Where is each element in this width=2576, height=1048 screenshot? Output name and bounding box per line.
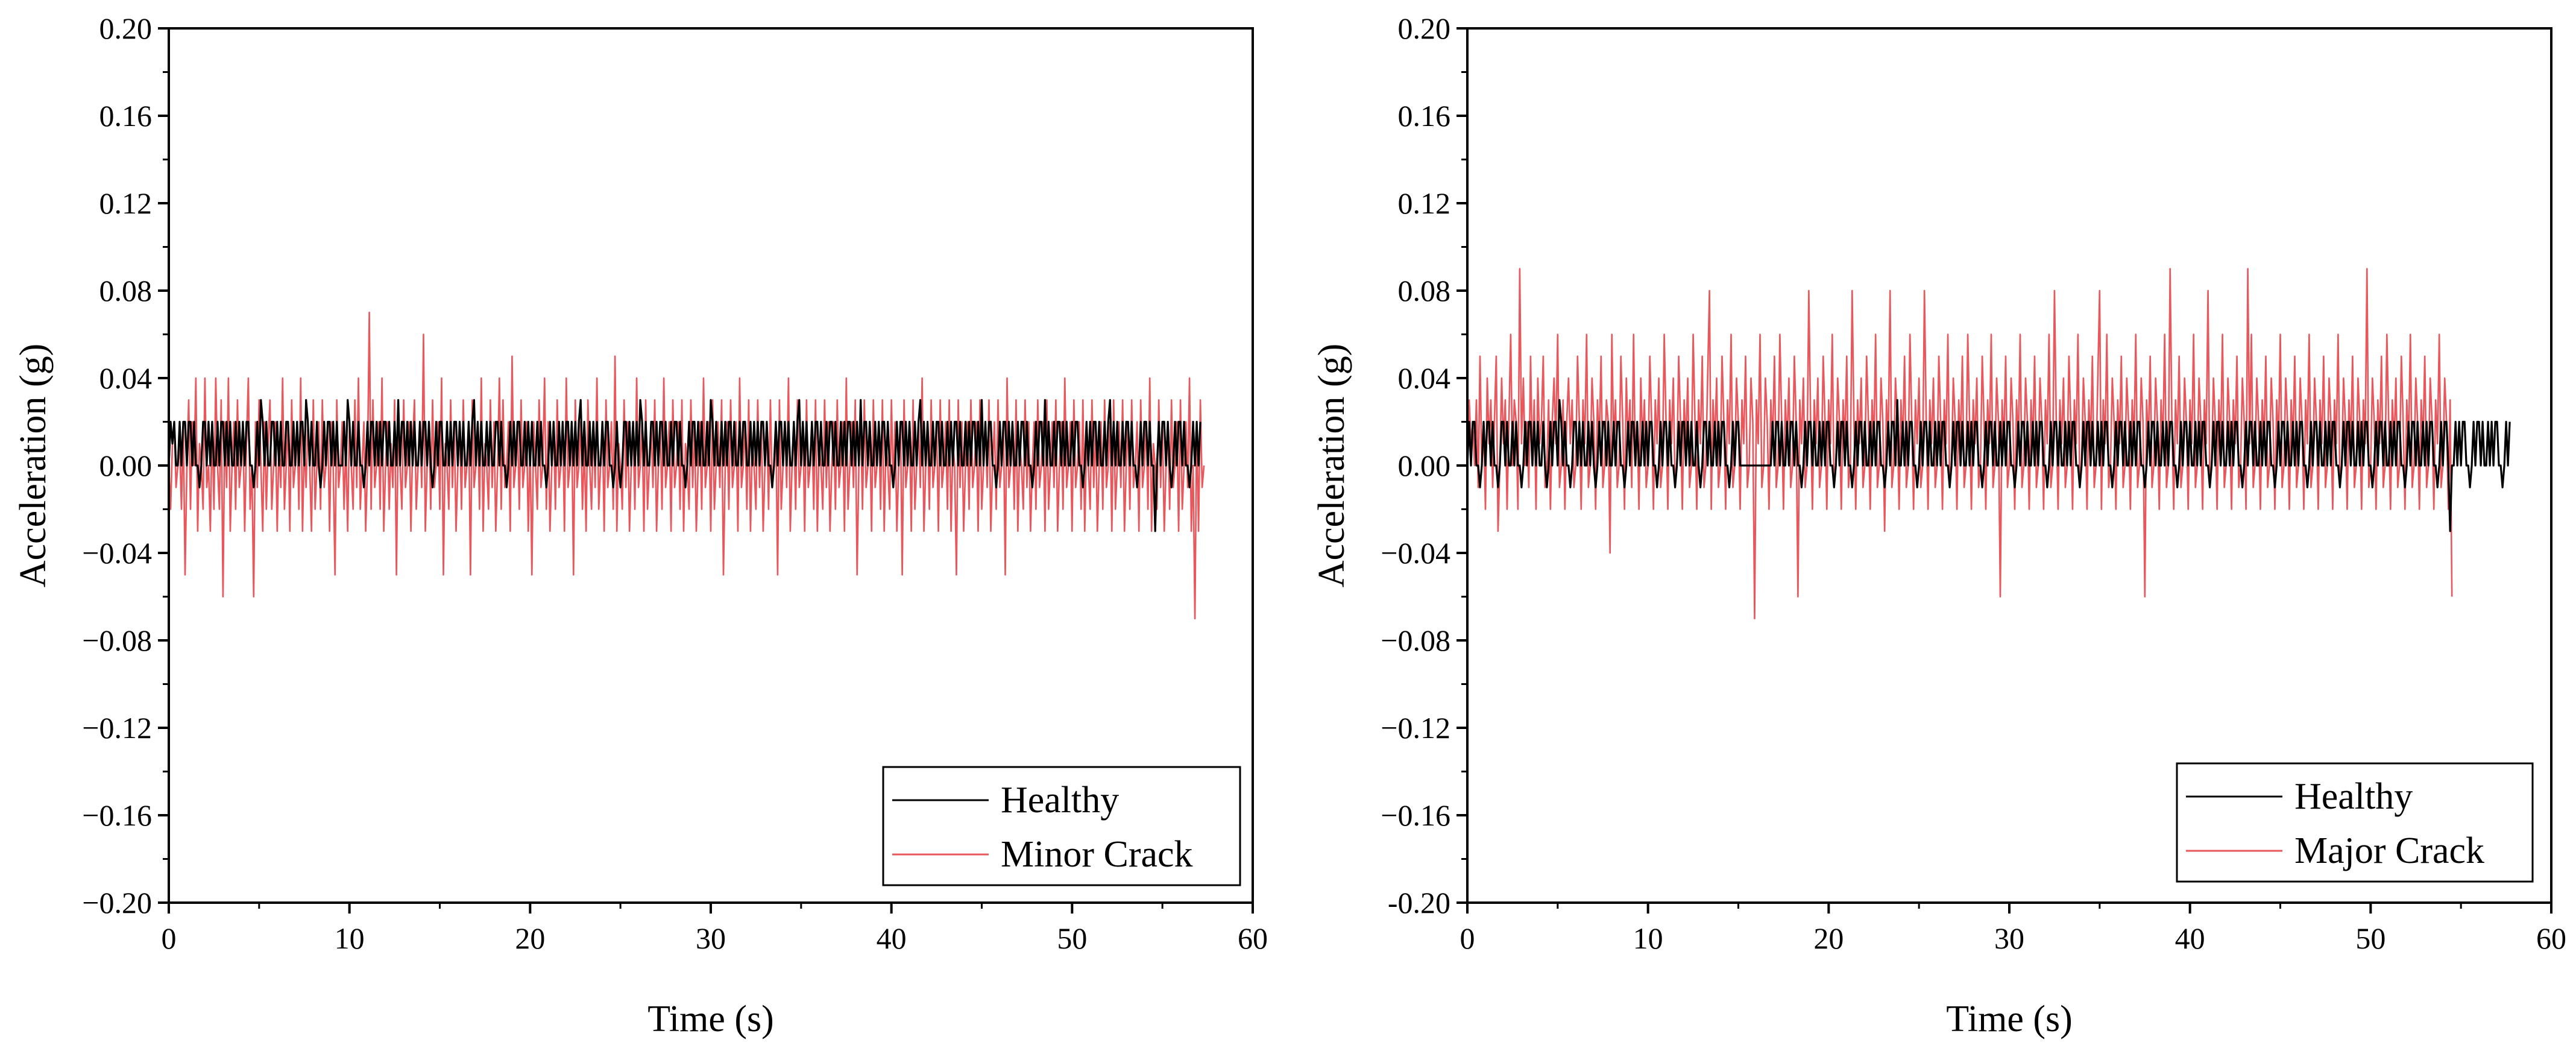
y-tick-label: −0.16 bbox=[1381, 798, 1450, 832]
legend-box bbox=[2176, 762, 2534, 883]
y-axis-title: Acceleration (g) bbox=[1311, 344, 1352, 587]
x-tick-label: 60 bbox=[1238, 921, 1268, 955]
x-tick-label: 60 bbox=[2536, 921, 2566, 955]
series-line-healthy bbox=[168, 399, 1201, 532]
legend-label-major-crack: Major Crack bbox=[2294, 830, 2484, 871]
y-tick-label: 0.12 bbox=[99, 186, 153, 220]
x-axis-title: Time (s) bbox=[647, 999, 774, 1040]
series-line-healthy bbox=[1466, 399, 2511, 532]
y-tick-label: −0.16 bbox=[82, 798, 152, 832]
x-tick-label: 0 bbox=[162, 921, 177, 955]
y-tick-label: −0.12 bbox=[1381, 711, 1450, 745]
y-tick-label: 0.20 bbox=[1398, 11, 1451, 45]
x-tick-label: 50 bbox=[1057, 921, 1087, 955]
x-axis-title: Time (s) bbox=[1946, 999, 2073, 1040]
y-tick-label: −0.08 bbox=[82, 623, 152, 657]
x-tick-label: 20 bbox=[515, 921, 545, 955]
y-tick-label: 0.16 bbox=[99, 99, 153, 133]
x-tick-label: 10 bbox=[335, 921, 365, 955]
y-tick-label: −0.12 bbox=[82, 711, 152, 745]
y-tick-label: −0.04 bbox=[1381, 536, 1450, 570]
y-tick-label: -0.20 bbox=[1388, 886, 1450, 920]
y-tick-label: −0.08 bbox=[1381, 623, 1450, 657]
y-tick-label: −0.20 bbox=[82, 886, 152, 920]
chart-panel-minor-crack: −0.20 −0.16 −0.12 −0.08 −0.04 0.00 0.04 0.08 0.1… bbox=[13, 11, 1268, 1040]
x-tick-label: 0 bbox=[1460, 921, 1475, 955]
legend-label-minor-crack: Minor Crack bbox=[1001, 834, 1193, 875]
x-tick-label: 20 bbox=[1813, 921, 1844, 955]
y-tick-label: 0.20 bbox=[99, 11, 153, 45]
y-tick-label: 0.08 bbox=[99, 274, 153, 308]
x-tick-label: 30 bbox=[696, 921, 726, 955]
y-tick-label: 0.04 bbox=[1398, 361, 1451, 395]
series-line-minor-crack bbox=[168, 311, 1205, 620]
x-tick-label: 10 bbox=[1633, 921, 1663, 955]
y-tick-label: 0.00 bbox=[1398, 449, 1451, 482]
y-tick-label: −0.04 bbox=[82, 536, 152, 570]
legend-label-healthy: Healthy bbox=[1001, 780, 1119, 821]
y-tick-label: 0.16 bbox=[1398, 99, 1451, 133]
y-axis-title: Acceleration (g) bbox=[13, 344, 54, 587]
legend-label-healthy: Healthy bbox=[2294, 776, 2413, 817]
legend-box bbox=[882, 766, 1241, 886]
x-tick-label: 30 bbox=[1994, 921, 2024, 955]
y-tick-label: 0.04 bbox=[99, 361, 153, 395]
x-tick-label: 40 bbox=[2175, 921, 2205, 955]
x-tick-label: 50 bbox=[2355, 921, 2385, 955]
y-tick-label: 0.00 bbox=[99, 449, 153, 482]
x-tick-label: 40 bbox=[877, 921, 907, 955]
y-tick-label: 0.12 bbox=[1398, 186, 1451, 220]
chart-panel-major-crack: -0.20 −0.16 −0.12 −0.08 −0.04 0.00 0.04 0.08 0.1… bbox=[1311, 11, 2566, 1040]
y-tick-label: 0.08 bbox=[1398, 274, 1451, 308]
